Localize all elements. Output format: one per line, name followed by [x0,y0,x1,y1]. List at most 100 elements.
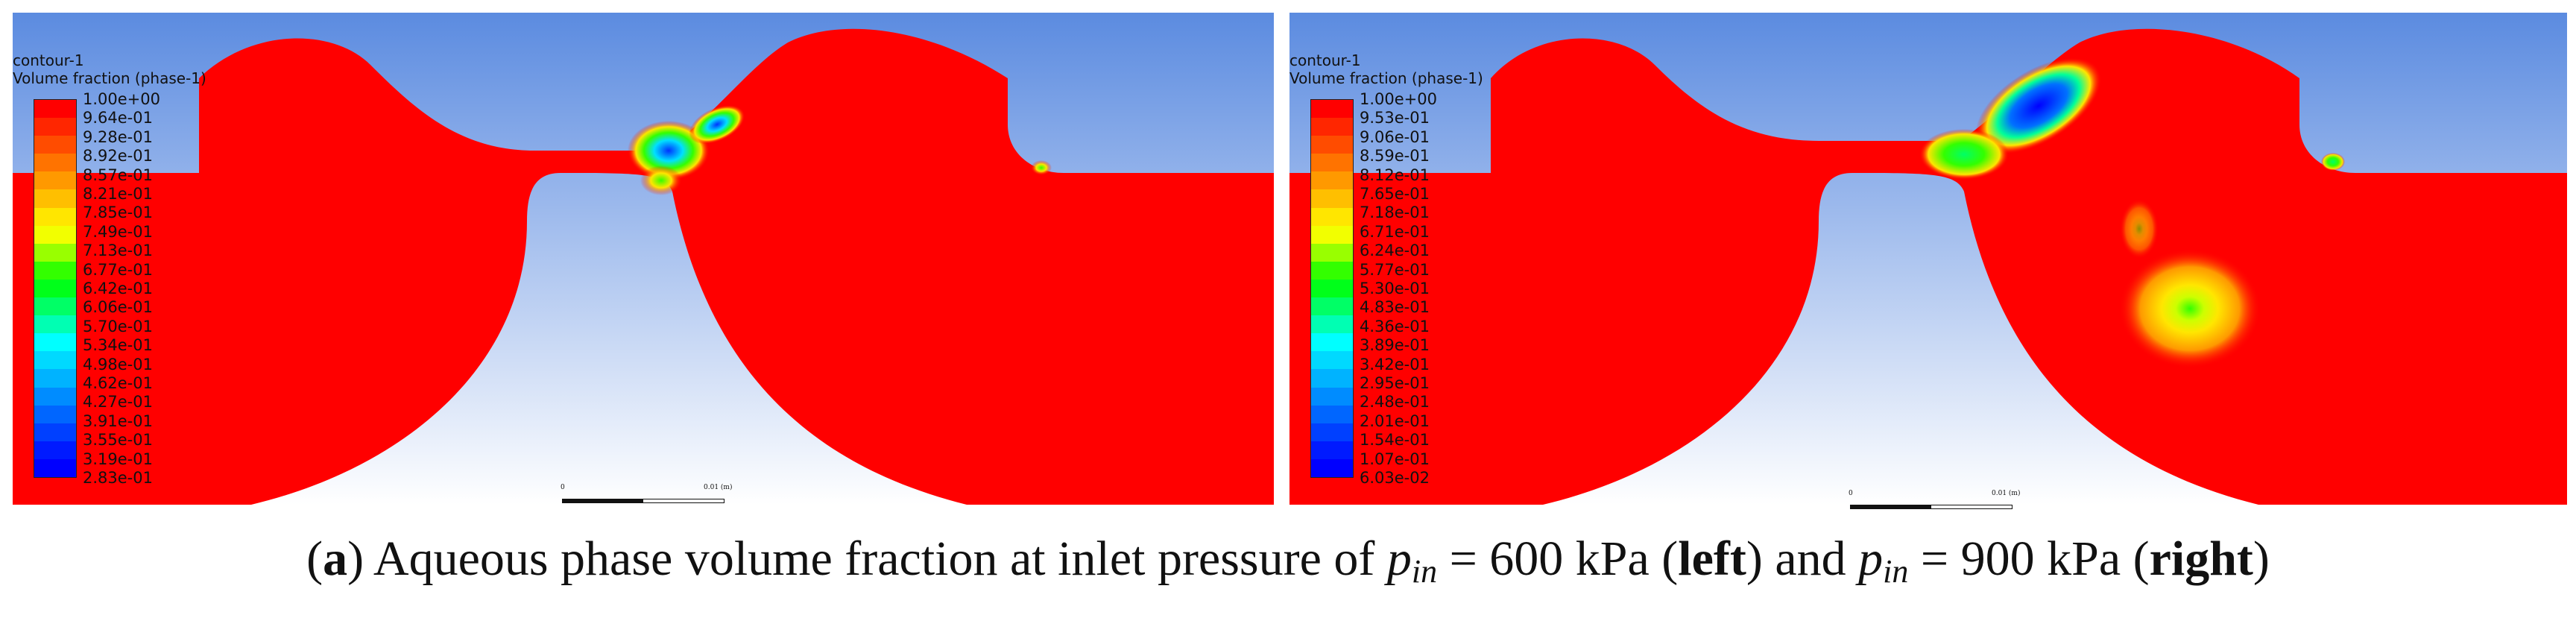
vapor-bubble [2119,249,2261,368]
legend-swatch [1311,118,1353,136]
legend-label: 5.34e-01 [83,336,153,355]
legend-label: 3.42e-01 [1360,355,1430,373]
contour-title: contour-1 Volume fraction (phase-1) [13,51,206,87]
legend-label: 8.92e-01 [83,147,153,165]
legend-label: 4.36e-01 [1360,317,1430,335]
contour-panel-right: contour-1 Volume fraction (phase-1) 1.00… [1289,13,2567,509]
scale-start-label: 0 [561,484,565,491]
legend-swatch [1311,369,1353,388]
cavitation-zone-corner [2321,153,2345,171]
legend-label: 6.71e-01 [1360,222,1430,241]
legend-swatch [1311,189,1353,208]
legend-label: 2.95e-01 [1360,374,1430,392]
legend-label: 4.27e-01 [83,393,153,412]
legend-swatch [1311,136,1353,154]
contour-plot-left [13,13,1274,505]
legend-swatch [1311,387,1353,406]
legend-label: 4.98e-01 [83,355,153,373]
legend-swatch [34,405,76,423]
legend-label: 8.59e-01 [1360,147,1430,165]
legend-label: 8.12e-01 [1360,165,1430,184]
legend-label: 8.21e-01 [83,185,153,203]
legend-label: 7.49e-01 [83,222,153,241]
caption-text-2: = 600 kPa ( [1437,532,1679,586]
legend-swatch [34,279,76,298]
legend-swatch [1311,405,1353,423]
legend-label: 6.24e-01 [1360,242,1430,260]
legend-swatch [34,297,76,316]
legend-swatch [34,387,76,406]
legend-label: 2.01e-01 [1360,412,1430,430]
legend-label: 2.48e-01 [1360,393,1430,412]
legend-label: 1.54e-01 [1360,431,1430,450]
vapor-bubble-tail [2120,199,2159,259]
scale-bar-graphic [1850,505,2012,509]
legend-swatch [34,369,76,388]
legend-swatch [34,333,76,352]
legend-swatch [1311,315,1353,334]
figure-caption: (a) Aqueous phase volume fraction at inl… [0,514,2576,617]
legend-colorbar [34,99,77,478]
scale-end-label: 0.01 (m) [704,484,733,491]
legend-label: 6.42e-01 [83,280,153,297]
caption-text-1: ) Aqueous phase volume fraction at inlet… [347,532,1387,586]
legend-label: 9.28e-01 [83,127,153,146]
legend-colorbar [1310,99,1354,478]
legend-label: 7.85e-01 [83,204,153,222]
fluid-domain [1289,28,2567,505]
legend-swatch [34,207,76,226]
legend-swatch [34,243,76,262]
cavitation-zone-corner [1031,160,1052,175]
legend-swatch [34,351,76,370]
legend-swatch [1311,171,1353,190]
caption-p-symbol-2: p [1858,532,1884,586]
legend-swatch [34,261,76,280]
legend-swatch [34,136,76,154]
legend-label: 9.64e-01 [83,109,153,127]
legend-label: 9.06e-01 [1360,127,1430,146]
legend-label: 1.07e-01 [1360,450,1430,468]
legend-label: 9.53e-01 [1360,109,1430,127]
contour-title: contour-1 Volume fraction (phase-1) [1289,51,1483,87]
legend-label: 6.77e-01 [83,260,153,279]
legend-swatch [34,154,76,172]
legend-swatch [1311,458,1353,477]
legend-label: 1.00e+00 [1360,90,1437,108]
legend-swatch [1311,279,1353,298]
legend-label: 7.18e-01 [1360,204,1430,222]
caption-p-subscript-1: in [1411,553,1438,590]
legend-swatch [34,458,76,477]
legend-label: 6.06e-01 [83,298,153,317]
caption-close-paren: ) [2253,532,2270,586]
legend-label: 7.13e-01 [83,242,153,260]
legend-label: 5.77e-01 [1360,260,1430,279]
legend-swatch [1311,333,1353,352]
legend-swatch [34,225,76,244]
legend-label: 3.91e-01 [83,412,153,430]
caption-right-word: right [2149,532,2253,586]
legend-swatch [34,118,76,136]
legend-swatch [34,441,76,459]
legend-label: 6.03e-02 [1360,469,1430,487]
legend-label: 5.70e-01 [83,317,153,335]
caption-letter: a [323,532,348,586]
legend-swatch [34,189,76,208]
contour-variable: Volume fraction (phase-1) [1289,69,1483,87]
scale-bar: 0 0.01 (m) [1849,490,2020,512]
caption-open-paren: ( [306,532,323,586]
legend-swatch [1311,423,1353,441]
legend-label: 2.83e-01 [83,469,153,487]
cavitation-zone-lower [640,165,682,195]
legend-swatch [1311,100,1353,119]
legend-swatch [34,171,76,190]
cavitation-zone-plume [1975,57,2102,154]
caption-p-symbol-1: p [1386,532,1412,586]
legend-label: 7.65e-01 [1360,185,1430,203]
legend-swatch [1311,225,1353,244]
legend-swatch [1311,243,1353,262]
legend-label: 5.30e-01 [1360,280,1430,297]
legend-swatch [1311,154,1353,172]
legend-swatch [1311,441,1353,459]
legend-label: 3.89e-01 [1360,336,1430,355]
legend-label: 1.00e+00 [83,90,160,108]
